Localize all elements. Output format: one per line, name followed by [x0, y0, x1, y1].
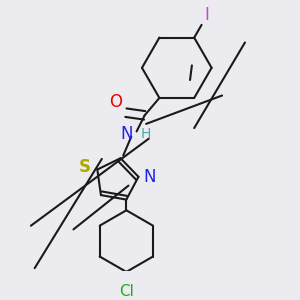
Text: N: N: [143, 168, 156, 186]
Text: O: O: [109, 93, 122, 111]
Text: I: I: [204, 5, 209, 23]
Text: Cl: Cl: [119, 284, 134, 299]
Text: S: S: [79, 158, 91, 176]
Text: N: N: [120, 125, 133, 143]
Text: H: H: [141, 127, 151, 141]
